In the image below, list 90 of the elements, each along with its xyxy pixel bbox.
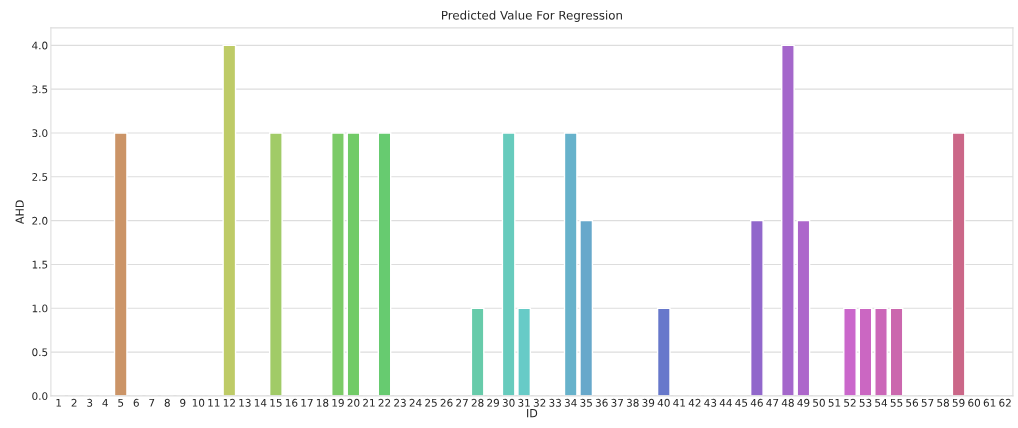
bar xyxy=(749,219,764,396)
x-tick-label: 59 xyxy=(952,398,965,407)
x-tick-label: 27 xyxy=(456,398,468,407)
x-tick-label: 20 xyxy=(347,398,360,407)
y-tick-label: 2.5 xyxy=(32,173,48,181)
x-tick-label: 42 xyxy=(688,398,701,407)
x-tick-label: 55 xyxy=(890,399,903,407)
x-tick-label: 50 xyxy=(813,398,825,407)
x-tick-label: 62 xyxy=(999,398,1011,407)
x-tick-label: 61 xyxy=(983,398,996,407)
x-tick-label: 43 xyxy=(704,398,717,407)
y-tick-label: 3.0 xyxy=(32,129,48,138)
x-tick-label: 2 xyxy=(71,398,77,407)
bar xyxy=(858,307,873,396)
x-tick-label: 6 xyxy=(133,398,139,407)
x-tick-label: 60 xyxy=(968,398,981,407)
x-tick-label: 41 xyxy=(673,399,685,407)
bar xyxy=(470,307,485,396)
x-tick-label: 1 xyxy=(56,399,62,407)
bar xyxy=(346,132,361,396)
x-tick-label: 44 xyxy=(719,399,732,407)
x-tick-label: 17 xyxy=(301,399,313,407)
y-tick-label: 3.5 xyxy=(32,85,48,94)
x-tick-label: 49 xyxy=(797,398,810,407)
x-tick-label: 35 xyxy=(580,398,592,407)
x-tick-label: 34 xyxy=(564,398,577,407)
y-tick-label: 1.5 xyxy=(32,260,48,269)
x-tick-label: 53 xyxy=(859,398,872,407)
x-tick-label: 31 xyxy=(518,398,530,407)
x-tick-label: 28 xyxy=(471,398,484,407)
chart-title: Predicted Value For Regression xyxy=(442,10,622,22)
x-tick-label: 12 xyxy=(223,398,235,407)
x-tick-label: 36 xyxy=(595,398,608,407)
y-axis-title: AHD xyxy=(15,200,24,225)
x-tick-label: 45 xyxy=(735,399,748,407)
x-tick-label: 25 xyxy=(425,398,437,407)
x-tick-label: 57 xyxy=(921,399,934,407)
x-tick-label: 33 xyxy=(549,398,561,407)
x-tick-label: 18 xyxy=(316,398,329,407)
x-tick-label: 21 xyxy=(363,398,375,407)
x-tick-label: 13 xyxy=(239,398,251,407)
x-tick-label: 46 xyxy=(750,398,763,407)
x-tick-label: 58 xyxy=(937,398,949,407)
x-tick-label: 48 xyxy=(781,398,794,407)
x-tick-label: 15 xyxy=(270,399,282,407)
x-tick-label: 38 xyxy=(626,398,639,407)
x-tick-label: 30 xyxy=(502,398,515,407)
x-tick-label: 29 xyxy=(487,398,500,407)
bar xyxy=(331,132,345,396)
x-tick-label: 10 xyxy=(192,398,205,407)
y-tick-label: 4.0 xyxy=(32,41,48,50)
x-tick-label: 56 xyxy=(906,398,919,407)
x-tick-label: 54 xyxy=(875,399,888,407)
bar xyxy=(377,132,392,396)
bar xyxy=(874,307,888,396)
x-tick-label: 23 xyxy=(394,398,406,407)
bar xyxy=(796,219,811,396)
x-tick-label: 52 xyxy=(844,398,856,407)
bar xyxy=(656,307,671,396)
x-tick-label: 14 xyxy=(254,399,267,407)
x-tick-label: 7 xyxy=(149,399,155,407)
bar xyxy=(843,307,857,396)
y-tick-label: 0.0 xyxy=(32,392,48,401)
x-tick-label: 32 xyxy=(533,398,546,407)
bar xyxy=(113,132,128,396)
bar xyxy=(268,132,283,396)
bar xyxy=(889,307,904,396)
x-tick-label: 37 xyxy=(611,398,623,407)
x-tick-label: 8 xyxy=(164,398,170,407)
x-tick-label: 39 xyxy=(642,398,655,407)
x-tick-label: 3 xyxy=(87,398,93,407)
x-tick-label: 11 xyxy=(208,399,220,407)
bar xyxy=(222,44,237,396)
x-tick-label: 26 xyxy=(440,398,453,407)
x-tick-label: 4 xyxy=(102,399,108,407)
bar xyxy=(951,132,966,396)
bar xyxy=(781,44,795,396)
y-tick-label: 2.0 xyxy=(32,216,48,225)
y-tick-label: 1.0 xyxy=(32,304,48,313)
x-tick-label: 19 xyxy=(332,398,344,407)
x-tick-label: 40 xyxy=(657,398,670,407)
y-tick-label: 0.5 xyxy=(32,348,48,357)
x-axis-title: ID xyxy=(527,409,538,418)
x-tick-label: 22 xyxy=(378,398,391,407)
x-tick-label: 24 xyxy=(409,398,422,407)
x-tick-label: 51 xyxy=(828,399,841,407)
x-tick-label: 5 xyxy=(118,399,124,407)
x-tick-label: 16 xyxy=(285,398,298,407)
x-tick-label: 47 xyxy=(766,399,779,407)
x-tick-label: 9 xyxy=(180,398,186,407)
